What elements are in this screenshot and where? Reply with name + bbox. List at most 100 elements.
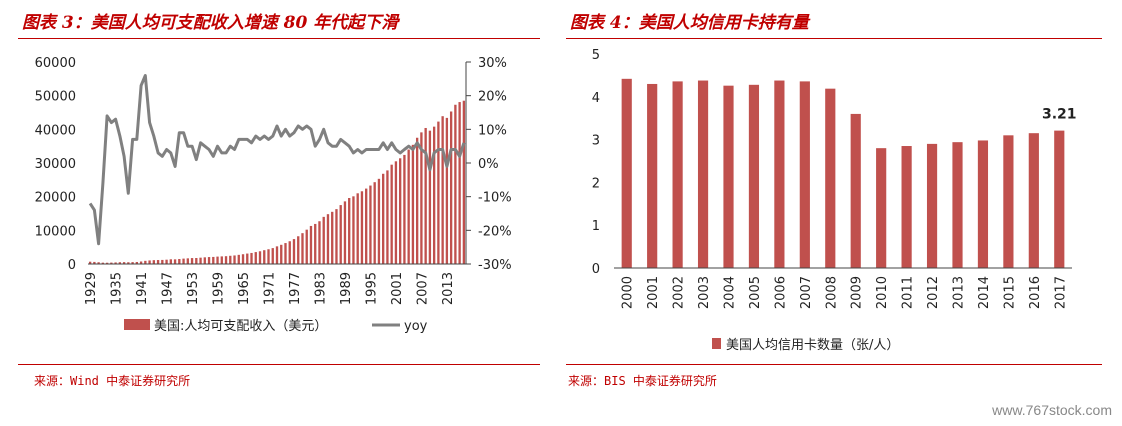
income-bar <box>169 259 172 264</box>
income-bar <box>275 246 279 264</box>
income-bar <box>369 185 372 264</box>
x-tick-label: 2004 <box>723 276 738 309</box>
x-tick-label: 2011 <box>901 276 916 309</box>
income-bar <box>135 261 139 264</box>
x-tick-label: 2010 <box>875 276 890 309</box>
income-bar <box>318 221 321 264</box>
income-bar <box>254 252 257 264</box>
right-y-tick-label: 10% <box>478 123 507 138</box>
income-bar <box>207 257 211 264</box>
x-tick-label: 2005 <box>748 276 763 309</box>
left-chart-svg: 0 10000 20000 30000 40000 50000 60000 -30% -20% -… <box>35 56 512 334</box>
income-bar <box>458 102 461 265</box>
left-chart-title: 图表 3：美国人均可支配收入增速 80 年代起下滑 <box>22 13 399 33</box>
x-tick-label: 2013 <box>441 272 456 305</box>
right-y-tick-label: 20% <box>478 90 507 105</box>
income-bar <box>462 100 466 264</box>
x-tick-label: 2015 <box>1002 276 1017 309</box>
income-bar <box>326 214 330 264</box>
x-tick-label: 2002 <box>672 276 687 309</box>
income-bar <box>97 262 100 264</box>
income-bar <box>258 251 262 264</box>
income-bar <box>432 126 436 264</box>
income-bar <box>407 149 410 264</box>
x-tick-label: 2001 <box>390 272 405 305</box>
income-bar <box>356 193 359 264</box>
income-bar <box>386 170 389 264</box>
left-y-tick-label: 40000 <box>35 123 76 138</box>
x-tick-label: 1929 <box>84 272 99 305</box>
income-bar <box>161 259 164 264</box>
y-tick-label: 5 <box>592 48 600 63</box>
income-bar <box>229 255 232 264</box>
x-tick-label: 1953 <box>186 272 201 305</box>
left-y-tick-label: 60000 <box>35 56 76 71</box>
right-y-tick-label: 0% <box>478 157 499 172</box>
income-bar <box>348 198 351 264</box>
left-y-tick-label: 20000 <box>35 191 76 206</box>
left-source-rule <box>18 364 540 365</box>
left-chart-source: 来源：Wind 中泰证券研究所 <box>34 374 191 388</box>
left-y-tick-label: 30000 <box>35 157 76 172</box>
card-bar <box>977 140 989 268</box>
legend-swatch <box>712 338 721 349</box>
y-tick-label: 0 <box>592 262 600 277</box>
income-bar <box>297 236 300 264</box>
right-chart-source: 来源：BIS 中泰证券研究所 <box>568 374 717 388</box>
income-bar <box>377 178 381 264</box>
right-chart-title: 图表 4：美国人均信用卡持有量 <box>570 13 809 33</box>
income-bar <box>322 216 325 264</box>
income-bar <box>131 262 134 264</box>
income-bar <box>314 223 317 264</box>
income-bar <box>93 261 96 264</box>
income-bar <box>139 261 143 264</box>
x-tick-label: 1995 <box>364 272 379 305</box>
income-bar <box>449 111 453 265</box>
left-title-rule <box>18 38 540 39</box>
income-bar <box>237 254 240 264</box>
card-bar <box>850 113 861 268</box>
data-label-2017: 3.21 <box>1042 107 1077 123</box>
card-bar <box>647 83 658 269</box>
right-chart-svg: 0 1 2 3 4 5 2000 2001 2002 2003 2004 2005 2006 2007 20… <box>592 48 1077 353</box>
right-title-rule <box>566 38 1102 39</box>
income-bar <box>148 260 151 264</box>
card-bar <box>825 88 836 268</box>
yoy-line <box>88 74 466 246</box>
card-bar <box>697 80 709 268</box>
income-bar <box>305 229 308 264</box>
x-tick-label: 2013 <box>952 276 967 309</box>
income-bar <box>343 201 347 264</box>
income-bar <box>190 258 194 264</box>
income-bar <box>122 262 126 264</box>
watermark: www.767stock.com <box>992 402 1112 418</box>
income-bar <box>233 255 236 264</box>
income-bar <box>216 256 219 264</box>
card-bar <box>672 81 683 268</box>
income-bar <box>203 257 206 264</box>
income-bar <box>101 262 105 264</box>
card-bar <box>621 78 632 268</box>
x-tick-label: 1965 <box>237 272 252 305</box>
income-bar <box>220 256 223 264</box>
card-bar <box>799 81 810 268</box>
right-source-rule <box>566 364 1102 365</box>
card-bar <box>1028 133 1039 268</box>
income-bar <box>246 253 249 264</box>
right-y-tick-label: -30% <box>478 258 512 273</box>
right-y-tick-label: -10% <box>478 191 512 206</box>
income-bar <box>331 211 334 264</box>
income-bar <box>224 256 228 264</box>
income-bar <box>284 243 287 264</box>
income-bar <box>250 252 253 264</box>
income-bar <box>428 130 432 264</box>
income-bar <box>144 260 147 264</box>
x-tick-label: 2009 <box>850 276 865 309</box>
income-bar <box>186 258 189 264</box>
income-bar <box>292 239 296 264</box>
income-bar <box>241 254 245 264</box>
income-bar <box>360 191 364 264</box>
x-tick-label: 1947 <box>161 272 176 305</box>
x-tick-label: 1977 <box>288 272 303 305</box>
right-y-tick-label: 30% <box>478 56 507 71</box>
